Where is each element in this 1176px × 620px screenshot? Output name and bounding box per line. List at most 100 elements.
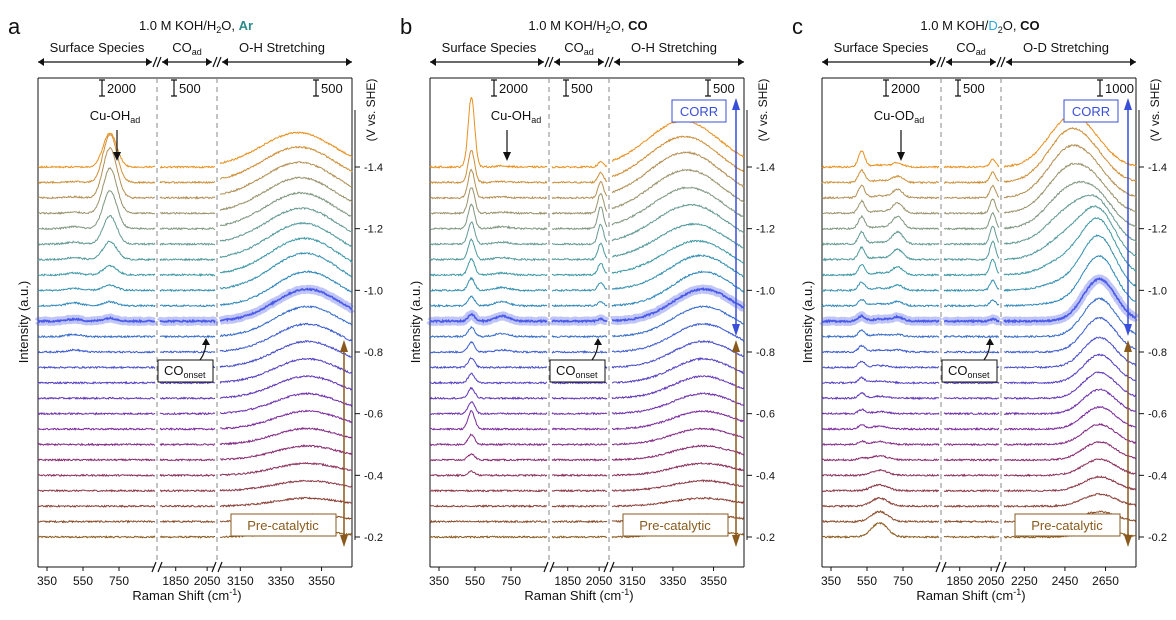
potential-axis-label: (V vs. SHE) xyxy=(756,79,770,142)
panel-a: a 1.0 M KOH/H2O, Ar Surface Species COad O-H… xyxy=(8,14,383,603)
scale-bar-stretch: 500 xyxy=(705,79,735,97)
x-tick-label: 3550 xyxy=(700,574,727,588)
title-prefix: 1.0 M KOH/ xyxy=(920,18,988,33)
spectrum-trace xyxy=(821,371,1137,401)
x-tick-label: 550 xyxy=(465,574,485,588)
y-axis-label: Intensity (a.u.) xyxy=(408,281,423,363)
spectrum-trace xyxy=(429,479,745,493)
spectrum-trace xyxy=(37,461,353,478)
spectrum-trace xyxy=(821,205,1137,262)
spectrum-trace xyxy=(429,427,745,447)
svg-text:2000: 2000 xyxy=(107,81,136,96)
spectrum-trace xyxy=(37,479,353,493)
spectrum-trace xyxy=(37,207,352,246)
potential-tick-label: -1.4 xyxy=(364,162,383,174)
x-tick-label: 750 xyxy=(501,574,521,588)
svg-text:COonset: COonset xyxy=(948,363,990,380)
potential-tick-label: -1.0 xyxy=(1148,285,1167,297)
spectrum-trace xyxy=(430,239,745,277)
title-prefix: 1.0 M KOH/H xyxy=(139,18,216,33)
spectrum-trace xyxy=(821,492,1137,509)
potential-axis: -1.4 -1.2 -1.0 -0.8 -0.6 -0.4 -0.2 xyxy=(354,110,383,544)
spectrum-trace xyxy=(821,254,1137,308)
spectrum-trace xyxy=(37,391,353,416)
spectrum-trace xyxy=(37,147,353,200)
scale-bar-surface: 2000 xyxy=(99,79,136,97)
region-label-surface: Surface Species xyxy=(834,40,929,55)
x-tick-label: 3150 xyxy=(227,574,254,588)
potential-tick-label: -0.6 xyxy=(756,409,775,421)
precatalytic-label: Pre-catalytic xyxy=(247,518,319,533)
spectrum-trace xyxy=(821,144,1137,200)
title-subscript: 2 xyxy=(216,25,221,35)
x-tick-label: 1850 xyxy=(162,574,189,588)
spectrum-trace xyxy=(429,322,745,354)
region-label-stretch: O-H Stretching xyxy=(631,40,717,55)
spectrum-trace xyxy=(821,114,1137,169)
scale-bar-stretch: 1000 xyxy=(1097,79,1134,97)
region-label-co: COad xyxy=(956,40,986,57)
spectrum-trace xyxy=(429,462,744,478)
x-tick-label: 2050 xyxy=(978,574,1005,588)
title-subscript: 2 xyxy=(606,25,611,35)
potential-tick-label: -0.6 xyxy=(1148,409,1167,421)
spectrum-trace xyxy=(37,190,353,231)
potential-tick-label: -0.2 xyxy=(756,532,775,544)
spectrum-trace xyxy=(821,194,1137,247)
corr-label: CORR xyxy=(680,104,718,119)
spectrum-trace xyxy=(429,168,745,216)
region-label-co: COad xyxy=(564,40,594,57)
panel-c: c 1.0 M KOH/D2O, CO Surface Species COad O-D… xyxy=(792,14,1167,603)
x-axis-label: Raman Shift (cm-1) xyxy=(524,587,633,603)
corr-label: CORR xyxy=(1072,104,1110,119)
spectrum-trace xyxy=(37,375,353,401)
spectrum-trace xyxy=(821,316,1136,354)
corr-annotation: CORR xyxy=(671,98,740,336)
x-tick-label: 2250 xyxy=(1011,574,1038,588)
x-axis-ticks: 350 550 750 1850 2050 3150 3350 3550 xyxy=(429,567,727,588)
potential-tick-label: -1.4 xyxy=(1148,162,1167,174)
potential-tick-label: -0.4 xyxy=(1148,470,1167,482)
spectrum-trace xyxy=(37,322,353,354)
spectrum-trace xyxy=(429,357,745,385)
spectrum-trace xyxy=(429,150,745,200)
x-tick-label: 750 xyxy=(893,574,913,588)
spectrum-trace xyxy=(429,287,745,324)
potential-tick-label: -0.2 xyxy=(364,532,383,544)
co-onset-annotation: COonset xyxy=(941,338,998,383)
potential-tick-label: -0.8 xyxy=(364,347,383,359)
potential-axis-label: (V vs. SHE) xyxy=(1148,79,1162,142)
spectrum-trace xyxy=(429,444,745,462)
scale-bar-stretch: 500 xyxy=(313,79,343,97)
co-onset-annotation: COonset xyxy=(549,338,606,383)
spectrum-trace xyxy=(37,167,353,215)
svg-text:500: 500 xyxy=(963,81,985,96)
x-axis-label: Raman Shift (cm-1) xyxy=(916,587,1025,603)
panel-letter: c xyxy=(792,14,803,39)
spectrum-trace xyxy=(37,496,353,509)
spectrum-trace xyxy=(429,375,745,401)
panel-letter: a xyxy=(8,14,21,39)
region-arrows xyxy=(430,58,744,66)
spectrum-trace xyxy=(429,186,745,231)
x-axis-label: Raman Shift (cm-1) xyxy=(132,587,241,603)
potential-axis: -1.4 -1.2 -1.0 -0.8 -0.6 -0.4 -0.2 xyxy=(1138,110,1167,544)
potential-tick-label: -1.0 xyxy=(364,285,383,297)
spectrum-trace xyxy=(429,392,745,416)
spectrum-trace xyxy=(429,203,745,246)
x-tick-label: 3350 xyxy=(660,574,687,588)
panel-b: b 1.0 M KOH/H2O, CO Surface Species COad O-H… xyxy=(400,14,775,603)
peak-annotation: Cu-ODad xyxy=(874,108,924,161)
x-tick-label: 550 xyxy=(857,574,877,588)
potential-tick-label: -0.4 xyxy=(364,470,383,482)
spectrum-trace xyxy=(821,277,1137,324)
x-tick-label: 2050 xyxy=(194,574,221,588)
plot-frame xyxy=(821,77,1137,568)
x-tick-label: 1850 xyxy=(946,574,973,588)
spectrum-trace xyxy=(821,405,1137,431)
potential-tick-label: -0.8 xyxy=(1148,347,1167,359)
spectrum-trace xyxy=(37,270,353,308)
x-tick-label: 3150 xyxy=(619,574,646,588)
spectrum-trace xyxy=(821,297,1137,339)
